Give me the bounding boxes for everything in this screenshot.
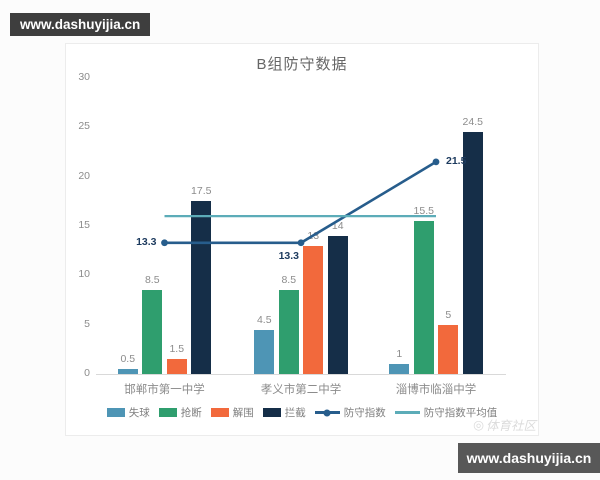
bar-value-label: 15.5 — [413, 205, 434, 218]
bar-goals-conceded-3 — [389, 364, 410, 374]
legend-marker-dot-icon — [323, 409, 331, 416]
legend-label: 防守指数 — [343, 407, 386, 419]
bar-tackles-1 — [142, 290, 163, 374]
legend-swatch-clearances — [210, 408, 229, 417]
bar-interceptions-1 — [191, 201, 212, 374]
bar-value-label: 24.5 — [462, 116, 483, 129]
y-axis-tick-label: 20 — [78, 169, 90, 182]
community-watermark-text: 体育社区 — [485, 419, 536, 433]
bar-value-label: 8.5 — [281, 274, 297, 287]
line-point-marker — [161, 239, 168, 247]
legend-item-goals-conceded: 失球 — [106, 405, 150, 420]
legend-swatch-interceptions — [262, 408, 281, 417]
watermark-top-left: www.dashuyijia.cn — [10, 13, 151, 36]
legend-item-tackles: 抢断 — [158, 405, 202, 420]
x-axis-category-label: 淄博市临淄中学 — [395, 384, 477, 396]
legend-swatch-tackles — [158, 408, 177, 417]
y-axis-tick-label: 30 — [78, 71, 90, 83]
legend-item-defense-index: 防守指数 — [314, 405, 386, 420]
bar-value-label: 8.5 — [144, 274, 160, 287]
legend-line-defense-index-average — [394, 411, 420, 414]
legend-label: 防守指数平均值 — [423, 407, 498, 419]
legend-item-interceptions: 拦截 — [262, 405, 306, 420]
legend-label: 失球 — [128, 407, 150, 419]
legend-item-clearances: 解围 — [210, 405, 254, 420]
y-axis-tick-label: 0 — [84, 367, 90, 379]
y-axis-tick-label: 5 — [84, 317, 90, 330]
y-axis-tick-label: 25 — [78, 120, 90, 133]
bar-interceptions-2 — [327, 235, 348, 374]
bar-goals-conceded-2 — [254, 329, 275, 374]
legend-item-defense-index-average: 防守指数平均值 — [394, 405, 498, 420]
bar-tackles-2 — [278, 290, 299, 374]
legend-label: 解围 — [232, 407, 254, 419]
chart-panel: B组防守数据 0 5 10 15 20 25 30 0.5 4.5 1 8.5 8.5 15.5 1.5 1… — [65, 43, 539, 436]
community-logo-icon: ◎ — [473, 418, 484, 432]
y-axis-tick-label: 15 — [78, 219, 90, 231]
legend-swatch-goals-conceded — [106, 408, 125, 417]
bar-clearances-3 — [438, 324, 459, 374]
legend: 失球 抢断 解围 拦截 防守指数 防守指数平均值 — [66, 405, 538, 420]
bar-value-label: 4.5 — [256, 313, 272, 326]
chart-title: B组防守数据 — [256, 56, 348, 73]
bar-value-label: 1.5 — [169, 343, 185, 356]
y-axis-tick-label: 10 — [78, 268, 90, 281]
line-value-label: 21.5 — [446, 154, 467, 167]
x-axis-category-label: 邯郸市第一中学 — [124, 384, 205, 396]
line-value-label: 13.3 — [136, 235, 157, 248]
bar-clearances-1 — [166, 359, 187, 374]
x-axis-category-label: 孝义市第二中学 — [260, 384, 342, 396]
legend-label: 抢断 — [180, 407, 202, 419]
line-point-marker — [432, 158, 440, 166]
bar-value-label: 5 — [445, 308, 452, 321]
bar-value-label: 0.5 — [120, 353, 136, 366]
legend-line-defense-index — [314, 409, 340, 416]
community-watermark: ◎ 体育社区 — [473, 415, 536, 434]
bar-value-label: 17.5 — [191, 185, 212, 198]
bar-value-label: 1 — [396, 348, 403, 361]
bar-value-label: 14 — [331, 219, 344, 232]
bar-goals-conceded-1 — [117, 369, 138, 374]
bar-clearances-2 — [303, 245, 324, 374]
x-axis-line — [96, 374, 506, 375]
watermark-bottom-right: www.dashuyijia.cn — [458, 443, 600, 473]
bar-tackles-3 — [413, 221, 434, 374]
bar-interceptions-3 — [462, 132, 483, 374]
plot-area: 0 5 10 15 20 25 30 0.5 4.5 1 8.5 8.5 15.5 1.5 13 5 17.5 1… — [66, 44, 538, 435]
line-value-label: 13.3 — [278, 249, 299, 262]
legend-label: 拦截 — [284, 407, 306, 419]
